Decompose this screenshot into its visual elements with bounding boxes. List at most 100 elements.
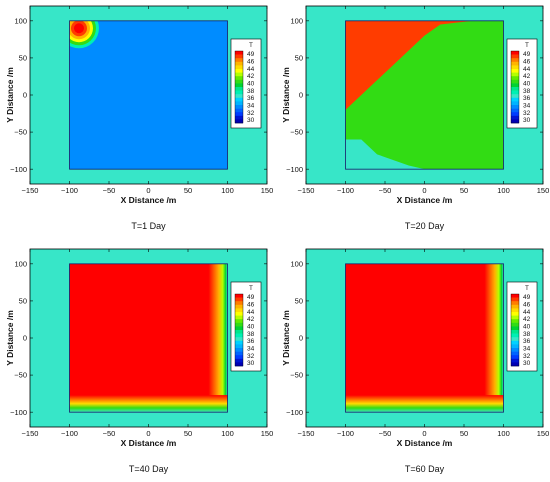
y-tick-label: −100 [286,408,303,417]
legend-title: T [525,43,529,49]
field-region [345,139,425,170]
legend-swatch [235,348,243,352]
legend-swatch [235,61,243,66]
legend-level-label: 40 [247,81,255,88]
legend-bar-outline [234,293,244,367]
domain-interior [69,20,228,170]
legend-swatch [511,65,519,70]
legend-swatch [235,97,243,102]
legend-swatch [235,315,243,320]
legend-level-label: 44 [247,309,255,316]
chart-panel: −150 −100 −50 0 50 100 150 −100 −50 0 50 100 X Dista… [5,5,274,231]
legend-level-label: 36 [523,338,531,345]
panel-caption: T=20 Day [405,221,445,231]
legend-swatch [511,319,519,324]
legend-level-label: 36 [247,95,255,102]
legend-swatch [235,297,243,302]
legend-level-label: 38 [523,88,531,95]
legend-swatch [235,72,243,77]
legend-swatch [235,112,243,117]
legend-swatch [235,330,243,334]
legend-swatch [511,94,519,99]
legend-level-label: 34 [523,103,531,110]
legend-swatch [511,304,519,309]
legend-level-label: 30 [523,117,531,124]
edge-band-bottom [345,395,504,413]
domain-field [345,263,504,413]
y-tick-label: −50 [290,371,303,380]
legend-swatch [511,87,519,91]
legend-level-label: 38 [247,88,255,95]
legend-swatch [235,358,243,363]
x-tick-label: −50 [379,429,392,438]
legend-swatch [235,54,243,59]
legend-level-label: 42 [247,316,255,323]
legend-title: T [525,286,529,292]
y-tick-label: −100 [286,165,303,174]
legend-level-label: 30 [247,117,255,124]
y-tick-label: 100 [14,259,27,268]
x-tick-label: 0 [422,186,426,195]
legend-level-label: 46 [247,59,255,66]
x-axis-title: X Distance /m [121,438,177,448]
legend-swatch [511,72,519,77]
y-tick-label: 50 [19,54,27,63]
legend-swatch [511,115,519,120]
legend-swatch [235,119,243,124]
legend-level-label: 46 [523,59,531,66]
y-tick-label: 0 [299,334,303,343]
legend-swatch [235,312,243,316]
legend-swatch [511,358,519,363]
y-axis-title: Y Distance /m [281,310,291,366]
legend-swatch [235,115,243,120]
legend-swatch [511,344,519,349]
legend-level-label: 34 [247,103,255,110]
y-tick-label: −100 [10,408,27,417]
y-tick-label: −50 [14,371,27,380]
x-tick-label: 150 [261,186,274,195]
x-tick-label: 100 [221,429,234,438]
y-tick-label: −50 [290,128,303,137]
legend-level-label: 38 [523,331,531,338]
legend-swatch [511,312,519,316]
x-axis-title: X Distance /m [121,195,177,205]
x-tick-label: 0 [146,429,150,438]
legend-swatch [511,83,519,88]
chart-panel: −150 −100 −50 0 50 100 150 −100 −50 0 50 100 X Dista… [281,248,549,474]
x-tick-label: 100 [221,186,234,195]
x-tick-label: 50 [460,186,468,195]
legend-title: T [249,286,253,292]
legend-level-label: 46 [523,302,531,309]
legend-swatch [511,315,519,320]
legend-level-label: 42 [247,73,255,80]
legend-swatch [511,294,519,298]
legend-swatch [511,79,519,84]
x-tick-label: −150 [22,429,39,438]
legend-level-label: 42 [523,316,531,323]
legend-level-label: 36 [523,95,531,102]
chart-panel: −150 −100 −50 0 50 100 150 −100 −50 0 50 100 X Dista… [281,5,549,231]
legend-swatch [511,105,519,109]
legend-swatch [511,348,519,352]
legend-swatch [511,340,519,345]
legend-swatch [511,308,519,313]
x-tick-label: −50 [379,186,392,195]
legend-swatch [235,87,243,91]
legend-swatch [235,344,243,349]
y-tick-label: 100 [14,16,27,25]
legend-swatch [235,304,243,309]
y-tick-label: 100 [290,16,303,25]
legend-swatch [235,319,243,324]
x-tick-label: 0 [422,429,426,438]
legend-swatch [235,101,243,106]
x-tick-label: 0 [146,186,150,195]
legend-bar-outline [510,50,520,124]
x-tick-label: −100 [61,186,78,195]
x-axis-title: X Distance /m [397,438,453,448]
x-tick-label: −150 [22,186,39,195]
legend-level-label: 32 [247,110,255,117]
legend-swatch [235,69,243,73]
legend-swatch [235,58,243,63]
legend-level-label: 44 [523,309,531,316]
